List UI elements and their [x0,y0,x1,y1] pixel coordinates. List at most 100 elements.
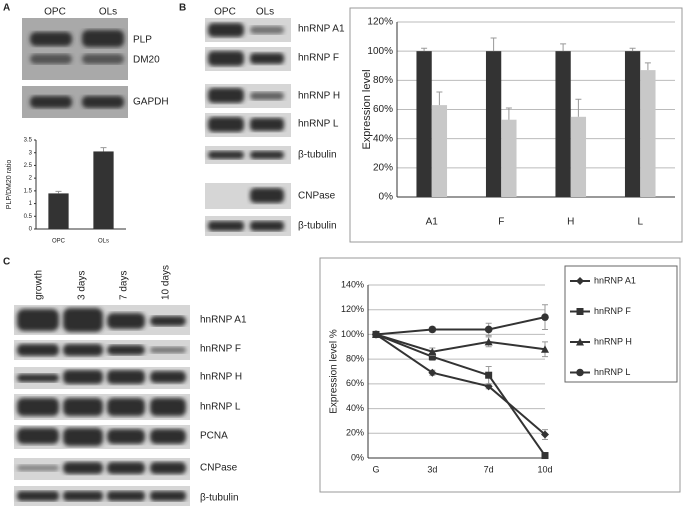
blot-image [205,18,291,236]
y-tick-label: 2 [29,176,33,182]
band-label: hnRNP F [200,344,241,355]
error-bar [421,47,428,52]
point [484,337,493,346]
bar [416,51,432,197]
bar [555,51,571,197]
error-bar [575,98,582,117]
line [375,333,546,436]
band-label: hnRNP F [298,53,339,64]
band-label: PCNA [200,431,228,442]
y-axis-label: Expression level [361,69,373,149]
chart-frame [349,7,683,243]
point [541,345,549,353]
lane-label: growth [34,270,45,300]
band-label: β-tubulin [298,150,337,161]
band-label: PLP [133,35,152,46]
x-tick-label: A1 [426,217,439,228]
x-tick-label: G [372,464,379,474]
legend-marker [576,338,584,346]
chart-frame [319,257,681,493]
point [428,353,436,361]
error-bar [100,147,107,152]
lane-label: OPC [44,7,66,18]
point [428,368,437,377]
y-axis-label: PLP/DM20 ratio [6,160,13,210]
band-label: β-tubulin [298,221,337,232]
y-tick-label: 80% [373,75,393,86]
y-tick-label: 40% [346,403,364,413]
panel-letter: C [3,257,10,268]
point [541,430,549,439]
bar [431,105,448,197]
x-tick-label: 3d [427,464,437,474]
legend-label: hnRNP H [594,336,632,346]
y-tick-label: 1.5 [24,188,33,194]
legend-label: hnRNP L [594,367,630,377]
band-label: β-tubulin [200,493,239,504]
legend-label: hnRNP A1 [594,275,636,285]
bar [93,151,114,229]
band-label: hnRNP L [298,119,339,130]
y-tick-label: 0% [351,452,364,462]
line [375,333,546,353]
y-tick-label: 100% [367,46,393,57]
band-label: CNPase [298,191,336,202]
y-tick-label: 0.5 [24,214,33,220]
point [484,325,493,334]
blot-image [14,305,190,506]
x-tick-label: OLs [98,239,109,245]
y-tick-label: 1 [29,201,33,207]
y-tick-label: 60% [373,104,393,115]
point [541,313,549,321]
band-label: DM20 [133,55,160,66]
x-tick-label: L [637,217,643,228]
x-tick-label: 10d [537,464,552,474]
error-bar [490,37,497,52]
legend-label: hnRNP F [594,306,631,316]
bar [640,70,656,197]
error-bar [55,190,62,194]
bar [501,119,517,197]
y-tick-label: 20% [373,162,393,173]
point [428,347,437,356]
error-bar [436,91,443,106]
lane-label: OLs [256,7,274,18]
lane-label: OPC [214,7,236,18]
y-tick-label: 3.5 [24,138,33,144]
error-bar [505,107,512,120]
band-label: GAPDH [133,97,169,108]
lane-label: 3 days [77,271,88,300]
x-tick-label: F [498,217,504,228]
point [485,371,493,379]
legend-marker [576,308,584,315]
point [541,452,549,460]
panel-letter: B [179,3,186,14]
legend-marker [576,368,584,377]
error-bar [629,47,636,52]
band-label: hnRNP H [298,91,340,102]
error-bar [644,62,651,71]
y-tick-label: 0 [29,227,33,233]
lane-label: 10 days [161,265,172,300]
y-tick-label: 0% [379,192,394,203]
panel-letter: A [3,3,10,14]
bar [48,193,69,229]
y-tick-label: 80% [346,354,364,364]
band-label: hnRNP L [200,402,241,413]
x-tick-label: 7d [484,464,494,474]
band-label: hnRNP A1 [298,24,345,35]
blot-image [22,18,128,118]
y-tick-label: 120% [341,304,364,314]
y-tick-label: 40% [373,133,393,144]
y-tick-label: 3 [29,150,33,156]
band-label: CNPase [200,463,238,474]
x-tick-label: OPC [52,239,66,245]
legend-box [564,265,678,383]
line [375,333,546,457]
y-tick-label: 100% [341,329,364,339]
lane-label: 7 days [119,271,130,300]
bar [624,51,641,197]
bar [570,116,587,197]
line [375,316,546,336]
